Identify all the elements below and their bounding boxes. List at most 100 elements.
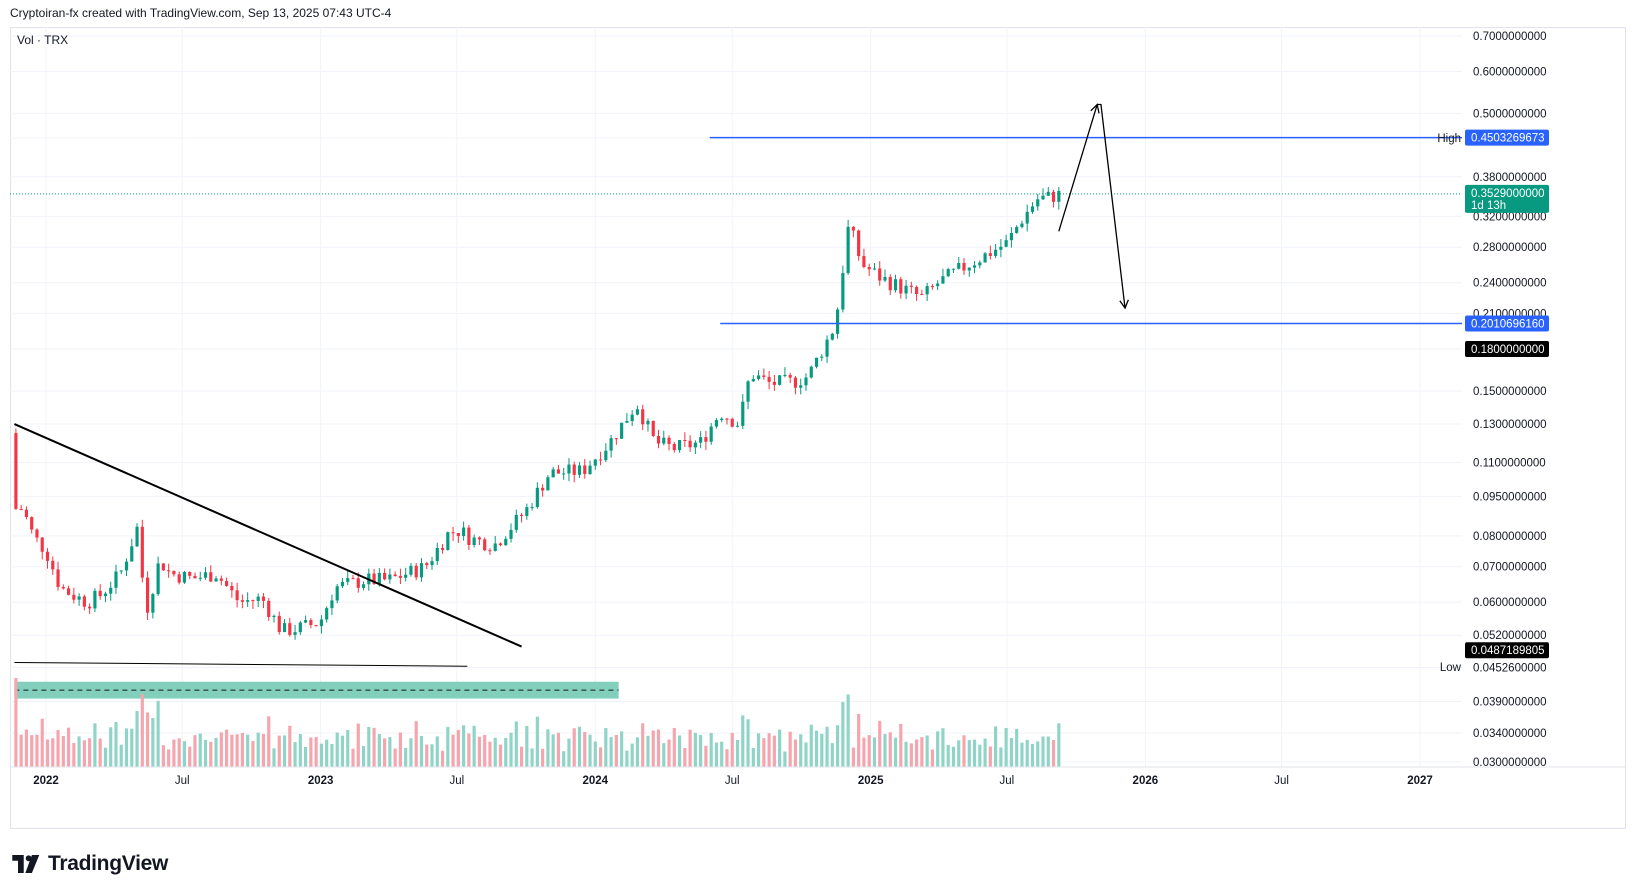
volume-bar bbox=[504, 737, 508, 767]
candle-body bbox=[535, 487, 539, 508]
time-axis-label: 2024 bbox=[583, 775, 609, 787]
tradingview-logo[interactable]: TradingView bbox=[12, 852, 168, 876]
price-axis-label: 0.0700000000 bbox=[1473, 562, 1547, 574]
price-chart[interactable]: 0.7000000000 0.6000000000 0.5000000000 0.45… bbox=[10, 27, 1626, 802]
candle-body bbox=[414, 565, 418, 578]
volume-bar bbox=[688, 729, 692, 767]
candle-body bbox=[98, 590, 102, 597]
volume-bar bbox=[778, 729, 782, 767]
volume-bar bbox=[393, 748, 397, 767]
candle-body bbox=[746, 381, 750, 402]
candle-body bbox=[762, 375, 766, 377]
time-axis-label: 2026 bbox=[1133, 775, 1159, 787]
candle-body bbox=[198, 577, 202, 579]
candle-body bbox=[14, 433, 18, 509]
projection-arrow-down bbox=[1119, 299, 1129, 310]
volume-bar bbox=[198, 733, 202, 767]
volume-bar bbox=[377, 734, 381, 767]
volume-bar bbox=[40, 718, 44, 767]
volume-bar bbox=[256, 732, 260, 767]
volume-bar bbox=[904, 741, 908, 767]
candle-body bbox=[620, 422, 624, 439]
volume-bar bbox=[261, 733, 266, 767]
candle-body bbox=[30, 517, 34, 530]
volume-bar bbox=[56, 730, 60, 767]
candle-body bbox=[214, 578, 218, 582]
candle-body bbox=[541, 487, 545, 491]
volume-bar bbox=[45, 739, 50, 767]
volume-bar bbox=[525, 725, 529, 767]
volume-bar bbox=[746, 719, 750, 767]
volume-bar bbox=[988, 746, 992, 767]
candle-body bbox=[851, 226, 855, 231]
volume-bar bbox=[404, 747, 408, 767]
volume-bar bbox=[30, 735, 34, 767]
volume-bar bbox=[77, 736, 81, 767]
candle-body bbox=[672, 443, 676, 451]
candle-body bbox=[588, 465, 592, 475]
volume-bar bbox=[346, 730, 350, 767]
candle-body bbox=[530, 507, 534, 509]
volume-bar bbox=[172, 739, 176, 767]
volume-bar bbox=[82, 740, 86, 767]
volume-bar bbox=[893, 737, 898, 767]
tradingview-logo-icon bbox=[12, 855, 40, 873]
price-axis-label: 0.0452600000 bbox=[1473, 663, 1547, 675]
volume-bar bbox=[24, 729, 29, 767]
volume-bar bbox=[720, 741, 724, 767]
candle-body bbox=[130, 546, 134, 562]
price-tag-label: 0.1800000000 bbox=[1471, 344, 1545, 356]
candle-body bbox=[519, 514, 524, 516]
volume-bar bbox=[456, 729, 460, 767]
candle-body bbox=[936, 283, 940, 287]
volume-bar bbox=[1030, 744, 1035, 767]
price-axis-label: 0.7000000000 bbox=[1473, 31, 1547, 43]
volume-bar bbox=[767, 733, 771, 767]
candle-body bbox=[562, 473, 566, 475]
volume-bar bbox=[367, 726, 371, 767]
candle-body bbox=[409, 565, 413, 575]
candle-body bbox=[377, 572, 381, 584]
volume-bar bbox=[994, 726, 998, 767]
price-tag-label: 0.2010696160 bbox=[1471, 319, 1545, 331]
volume-bar bbox=[535, 716, 539, 767]
candle-body bbox=[314, 625, 318, 627]
candle-body bbox=[693, 442, 697, 448]
candle-body bbox=[830, 333, 834, 340]
candle-body bbox=[109, 587, 113, 594]
volume-bar bbox=[1051, 740, 1056, 767]
volume-bar bbox=[182, 741, 187, 767]
candle-body bbox=[193, 575, 197, 579]
volume-bar bbox=[335, 732, 339, 767]
candle-body bbox=[235, 590, 239, 601]
candle-body bbox=[246, 600, 250, 602]
time-axis-label: Jul bbox=[1000, 775, 1015, 787]
volume-bar bbox=[809, 724, 813, 767]
volume-bar bbox=[1020, 742, 1024, 767]
candle-body bbox=[788, 374, 792, 378]
time-axis-label: Jul bbox=[725, 775, 740, 787]
candle-body bbox=[288, 623, 292, 635]
volume-bar bbox=[604, 728, 608, 767]
candle-body bbox=[456, 533, 460, 537]
volume-bar bbox=[620, 731, 624, 767]
price-tag bbox=[1465, 129, 1549, 146]
candle-body bbox=[567, 464, 571, 474]
volume-bar bbox=[235, 734, 239, 767]
candle-body bbox=[893, 279, 898, 291]
volume-bar bbox=[1025, 739, 1029, 767]
candle-body bbox=[309, 620, 313, 626]
candle-body bbox=[872, 268, 877, 270]
support-trendline bbox=[14, 661, 468, 667]
candle-body bbox=[772, 381, 776, 385]
candle-body bbox=[24, 509, 29, 518]
volume-bar bbox=[203, 739, 208, 767]
candle-body bbox=[714, 420, 719, 427]
volume-bar bbox=[872, 737, 877, 767]
candle-body bbox=[546, 477, 550, 491]
candle-body bbox=[114, 571, 118, 588]
volume-bar bbox=[936, 731, 940, 767]
volume-bar bbox=[556, 732, 561, 767]
volume-bar bbox=[667, 739, 671, 767]
candle-body bbox=[509, 529, 513, 539]
